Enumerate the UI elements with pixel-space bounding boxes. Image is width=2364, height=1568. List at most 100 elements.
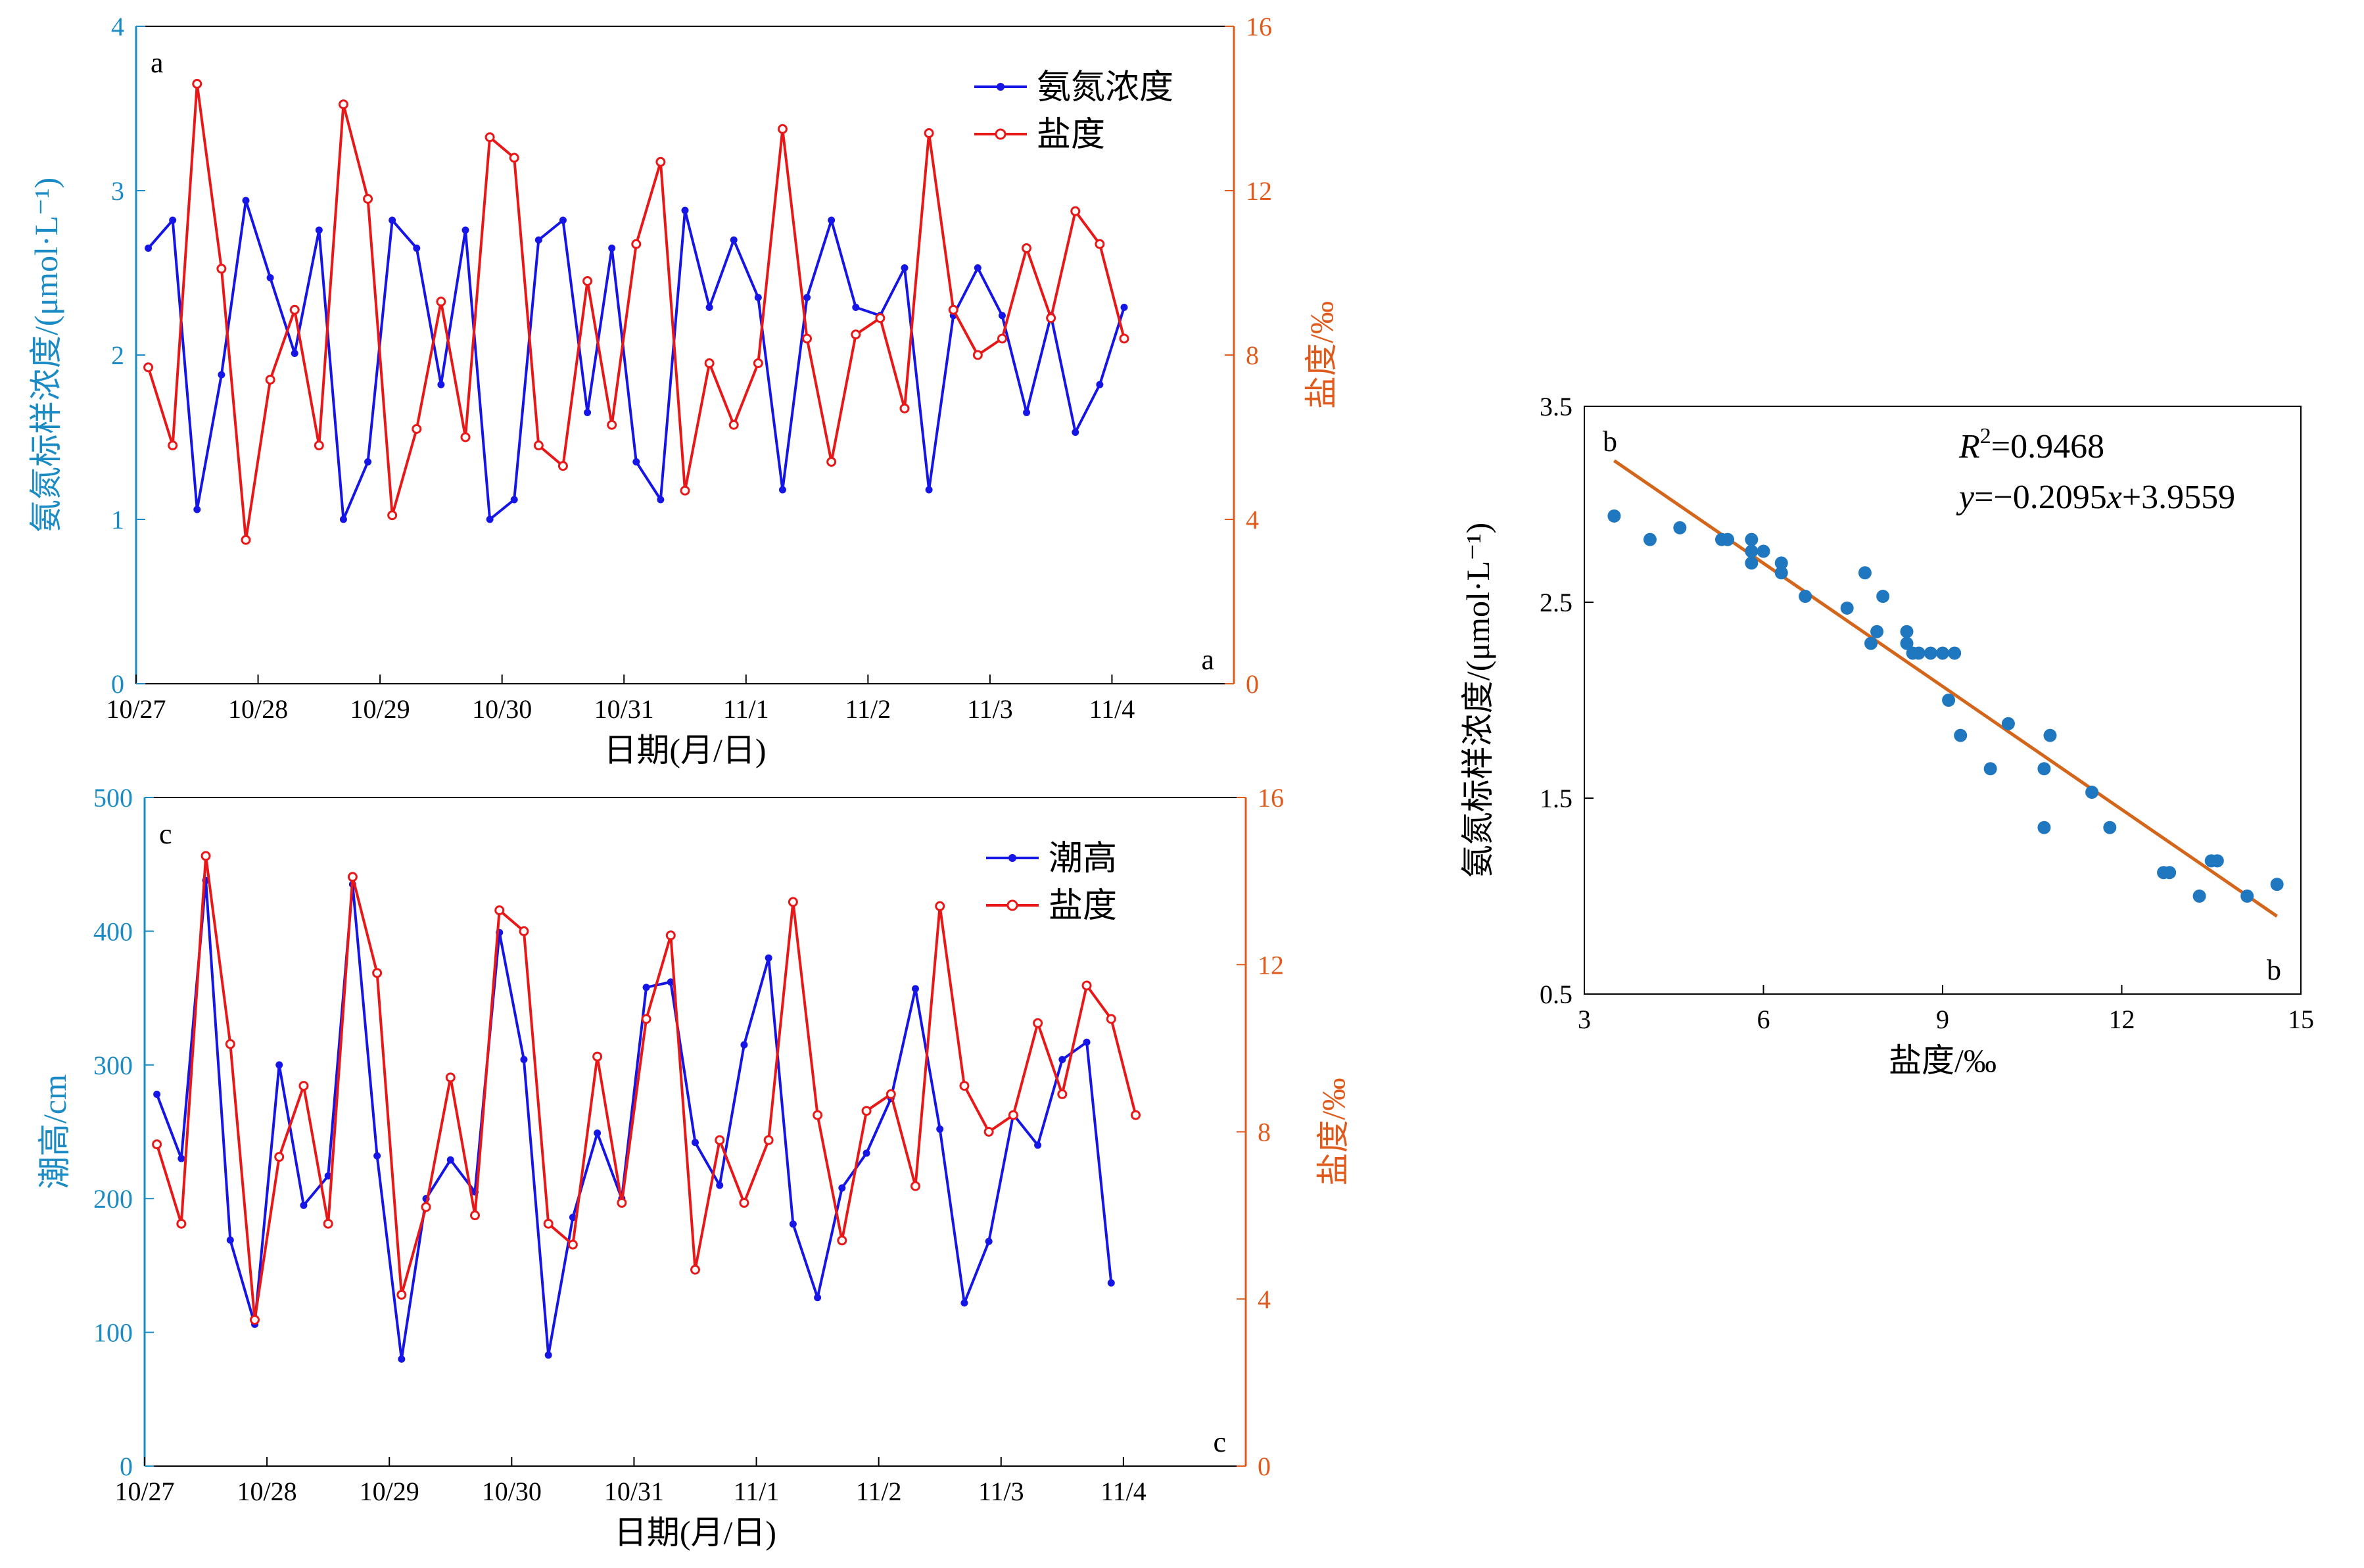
data-point — [470, 1210, 480, 1221]
data-point — [567, 1239, 578, 1250]
data-point — [486, 515, 494, 523]
scatter-point — [1673, 521, 1687, 535]
x-tick-label: 11/3 — [967, 694, 1013, 724]
data-point — [250, 1315, 260, 1325]
data-point — [413, 245, 421, 252]
data-point — [225, 1039, 235, 1049]
data-point — [901, 264, 909, 272]
x-tick-label: 11/3 — [978, 1477, 1024, 1506]
data-point — [754, 294, 762, 301]
data-point — [728, 419, 739, 430]
scatter-point — [1840, 601, 1854, 615]
data-point — [569, 1214, 577, 1222]
data-point — [765, 954, 772, 962]
data-point — [1096, 381, 1104, 389]
data-point — [936, 1125, 944, 1133]
data-point — [396, 1289, 407, 1300]
scatter-point — [2043, 728, 2057, 742]
eq-x: x — [2106, 479, 2122, 516]
scatter-point — [2163, 866, 2177, 880]
scatter-point — [1864, 636, 1878, 650]
x-tick-label: 15 — [2288, 1005, 2314, 1034]
y-right-tick-label: 4 — [1258, 1285, 1271, 1314]
scatter-point — [2210, 854, 2224, 868]
x-tick-label: 6 — [1757, 1005, 1770, 1034]
panel-label-corner: c — [1213, 1426, 1226, 1458]
data-point — [861, 1106, 872, 1116]
data-point — [559, 216, 567, 224]
legend-marker — [997, 83, 1005, 91]
eq-mid: =−0.2095 — [1974, 479, 2107, 516]
scatter-point — [1607, 509, 1621, 523]
y-tick-label: 3.5 — [1540, 392, 1572, 421]
data-point — [1083, 1038, 1091, 1046]
y-right-tick-label: 16 — [1246, 12, 1272, 41]
scatter-point — [1745, 544, 1759, 558]
eq-end: +3.9559 — [2122, 479, 2235, 516]
data-point — [592, 1051, 603, 1062]
panel-label: b — [1603, 425, 1617, 458]
scatter-point — [1721, 533, 1734, 546]
data-point — [690, 1264, 700, 1275]
data-point — [1107, 1279, 1115, 1287]
y-left-tick-label: 0 — [111, 669, 124, 699]
y-left-tick-label: 300 — [93, 1051, 133, 1080]
data-point — [1046, 313, 1056, 323]
y-tick-label: 1.5 — [1540, 784, 1572, 813]
legend-label: 盐度 — [1037, 116, 1105, 154]
data-point — [1058, 1056, 1066, 1064]
data-point — [412, 424, 422, 434]
y-right-tick-label: 12 — [1258, 950, 1284, 980]
scatter-point — [1936, 646, 1949, 660]
data-point — [1022, 243, 1032, 253]
data-point — [372, 968, 383, 978]
scatter-point — [1876, 590, 1890, 604]
data-point — [838, 1184, 846, 1192]
data-point — [1081, 980, 1092, 991]
data-point — [509, 153, 519, 163]
y-left-tick-label: 400 — [93, 916, 133, 946]
data-point — [314, 440, 324, 450]
y-left-tick-label: 2 — [111, 341, 124, 370]
data-point — [1008, 1110, 1018, 1120]
data-point — [863, 1149, 870, 1157]
scatter-point — [1745, 533, 1759, 546]
legend-marker — [1006, 899, 1018, 911]
data-point — [753, 358, 763, 368]
data-point — [960, 1299, 968, 1307]
data-point — [291, 350, 298, 357]
data-point — [323, 1218, 333, 1229]
data-point — [143, 362, 154, 373]
y-right-tick-label: 8 — [1246, 341, 1259, 370]
scatter-point — [2240, 890, 2254, 903]
data-point — [740, 1041, 748, 1049]
data-point — [192, 79, 202, 89]
r-value: =0.9468 — [1991, 428, 2104, 465]
x-tick-label: 10/30 — [482, 1477, 542, 1506]
data-point — [169, 216, 177, 224]
data-point — [216, 264, 227, 274]
y-left-tick-label: 3 — [111, 176, 124, 206]
data-point — [641, 1014, 651, 1024]
data-point — [193, 506, 201, 513]
data-point — [289, 304, 300, 315]
data-point — [437, 381, 445, 389]
scatter-point — [2192, 890, 2206, 903]
scatter-point — [1942, 694, 1956, 707]
scatter-point — [1774, 566, 1788, 580]
data-point — [533, 440, 544, 450]
y-axis-left-label: 氨氮标样浓度/(μmol·L⁻¹) — [28, 178, 64, 533]
data-point — [657, 496, 665, 504]
data-point — [912, 985, 919, 993]
data-point — [852, 304, 860, 311]
data-point — [681, 206, 689, 214]
data-point — [153, 1091, 161, 1099]
data-point — [739, 1198, 749, 1208]
fit-line — [1613, 459, 2279, 918]
scatter-point — [2001, 717, 2015, 730]
data-point — [485, 132, 495, 143]
data-point — [387, 510, 398, 521]
data-point — [347, 872, 358, 882]
x-tick-label: 9 — [1936, 1005, 1949, 1034]
